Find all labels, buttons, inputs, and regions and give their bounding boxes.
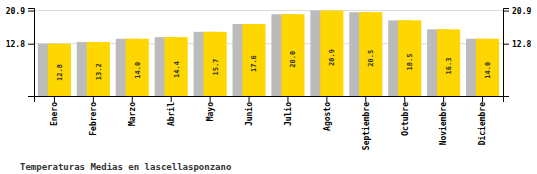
data-label: 20.0 bbox=[289, 51, 297, 68]
tick-label: Marzo bbox=[128, 102, 137, 126]
data-label: 14.0 bbox=[484, 62, 492, 79]
tick: 20.9 bbox=[503, 7, 531, 16]
data-label: 16.3 bbox=[445, 58, 453, 75]
bar bbox=[165, 37, 188, 96]
data-label: 14.4 bbox=[173, 61, 181, 78]
tick: Octubre bbox=[401, 96, 410, 136]
bar bbox=[242, 24, 265, 96]
tick-label: 12.8 bbox=[512, 40, 531, 49]
tick-mark bbox=[443, 96, 444, 102]
tick: 20.9 bbox=[6, 7, 34, 16]
bar bbox=[476, 39, 499, 96]
tick-mark bbox=[28, 11, 34, 12]
plot-area: 12.8 20.9 12.8 20.9 Enero Febrero Marzo Abril Ma… bbox=[6, 7, 532, 151]
tick: 12.8 bbox=[503, 40, 531, 49]
tick-mark bbox=[365, 96, 366, 102]
tick-label: 12.8 bbox=[6, 40, 25, 49]
bar bbox=[437, 29, 460, 96]
tick: Abril bbox=[166, 96, 176, 126]
data-label: 12.8 bbox=[56, 64, 64, 81]
tick-mark bbox=[93, 96, 94, 102]
tick-mark bbox=[287, 96, 288, 102]
tick-mark bbox=[28, 44, 34, 45]
tick-mark bbox=[326, 96, 327, 102]
tick: Agosto bbox=[323, 96, 332, 131]
bar bbox=[204, 32, 227, 96]
tick: Noviembre bbox=[438, 96, 448, 145]
chart-svg: 12.8 20.9 12.8 20.9 Enero Febrero Marzo Abril Ma… bbox=[0, 0, 537, 174]
tick: Julio bbox=[283, 96, 293, 126]
bar bbox=[359, 12, 382, 96]
axis-line bbox=[35, 97, 504, 103]
tick-mark bbox=[132, 96, 133, 102]
tick-label: Julio bbox=[283, 102, 293, 126]
bar bbox=[398, 20, 421, 96]
tick-mark bbox=[503, 44, 509, 45]
tick: Septiembre bbox=[361, 96, 371, 150]
tick: 12.8 bbox=[6, 40, 34, 49]
data-label: 20.9 bbox=[328, 49, 336, 66]
chart-container: 12.8 20.9 12.8 20.9 Enero Febrero Marzo Abril Ma… bbox=[0, 0, 537, 174]
data-label: 14.0 bbox=[134, 62, 142, 79]
x-axis: Enero Febrero Marzo Abril Mayo Junio Julio Agos… bbox=[35, 96, 504, 150]
tick-label: 20.9 bbox=[512, 7, 531, 16]
tick-mark bbox=[54, 96, 55, 102]
tick-mark bbox=[503, 11, 509, 12]
tick-mark bbox=[171, 96, 172, 102]
y-axis-right: 12.8 20.9 bbox=[503, 7, 531, 97]
data-label: 17.6 bbox=[250, 55, 258, 72]
bar bbox=[281, 14, 304, 96]
tick-label: Agosto bbox=[323, 102, 332, 131]
axis-line bbox=[28, 9, 35, 97]
tick-label: Enero bbox=[50, 102, 59, 126]
tick: Marzo bbox=[128, 96, 137, 126]
tick: Enero bbox=[50, 96, 59, 126]
bars bbox=[38, 11, 499, 96]
axis-line bbox=[504, 9, 510, 97]
tick-label: Octubre bbox=[401, 102, 410, 136]
title: Temperaturas Medias en lascellasponzano bbox=[20, 162, 231, 172]
grid-line bbox=[34, 10, 503, 11]
tick-mark bbox=[404, 96, 405, 102]
tick-label: Diciembre bbox=[477, 102, 487, 146]
tick: Junio bbox=[244, 96, 254, 126]
bar bbox=[87, 42, 110, 96]
data-label: 20.5 bbox=[367, 50, 375, 67]
data-label: 13.2 bbox=[95, 63, 103, 80]
bar bbox=[48, 44, 71, 96]
bar bbox=[126, 39, 149, 96]
tick-mark bbox=[210, 96, 211, 102]
data-label: 15.7 bbox=[212, 59, 220, 76]
tick-label: Febrero bbox=[89, 102, 98, 136]
tick-label: Noviembre bbox=[438, 102, 448, 146]
tick-label: Septiembre bbox=[361, 102, 371, 150]
y-axis: 12.8 20.9 bbox=[6, 7, 35, 97]
bar bbox=[320, 11, 343, 96]
tick-mark bbox=[249, 96, 250, 102]
tick: Diciembre bbox=[477, 96, 487, 145]
tick-label: 20.9 bbox=[6, 7, 25, 16]
tick-mark bbox=[482, 96, 483, 102]
tick: Mayo bbox=[206, 96, 215, 121]
tick-label: Abril bbox=[166, 102, 176, 126]
data-label: 18.5 bbox=[406, 54, 414, 71]
data-labels: 12.8 13.2 14.0 14.4 15.7 17.6 20.0 20.9 20.5 18.5… bbox=[56, 49, 492, 81]
tick-label: Mayo bbox=[206, 102, 215, 121]
tick: Febrero bbox=[89, 96, 98, 136]
tick-label: Junio bbox=[244, 102, 254, 126]
